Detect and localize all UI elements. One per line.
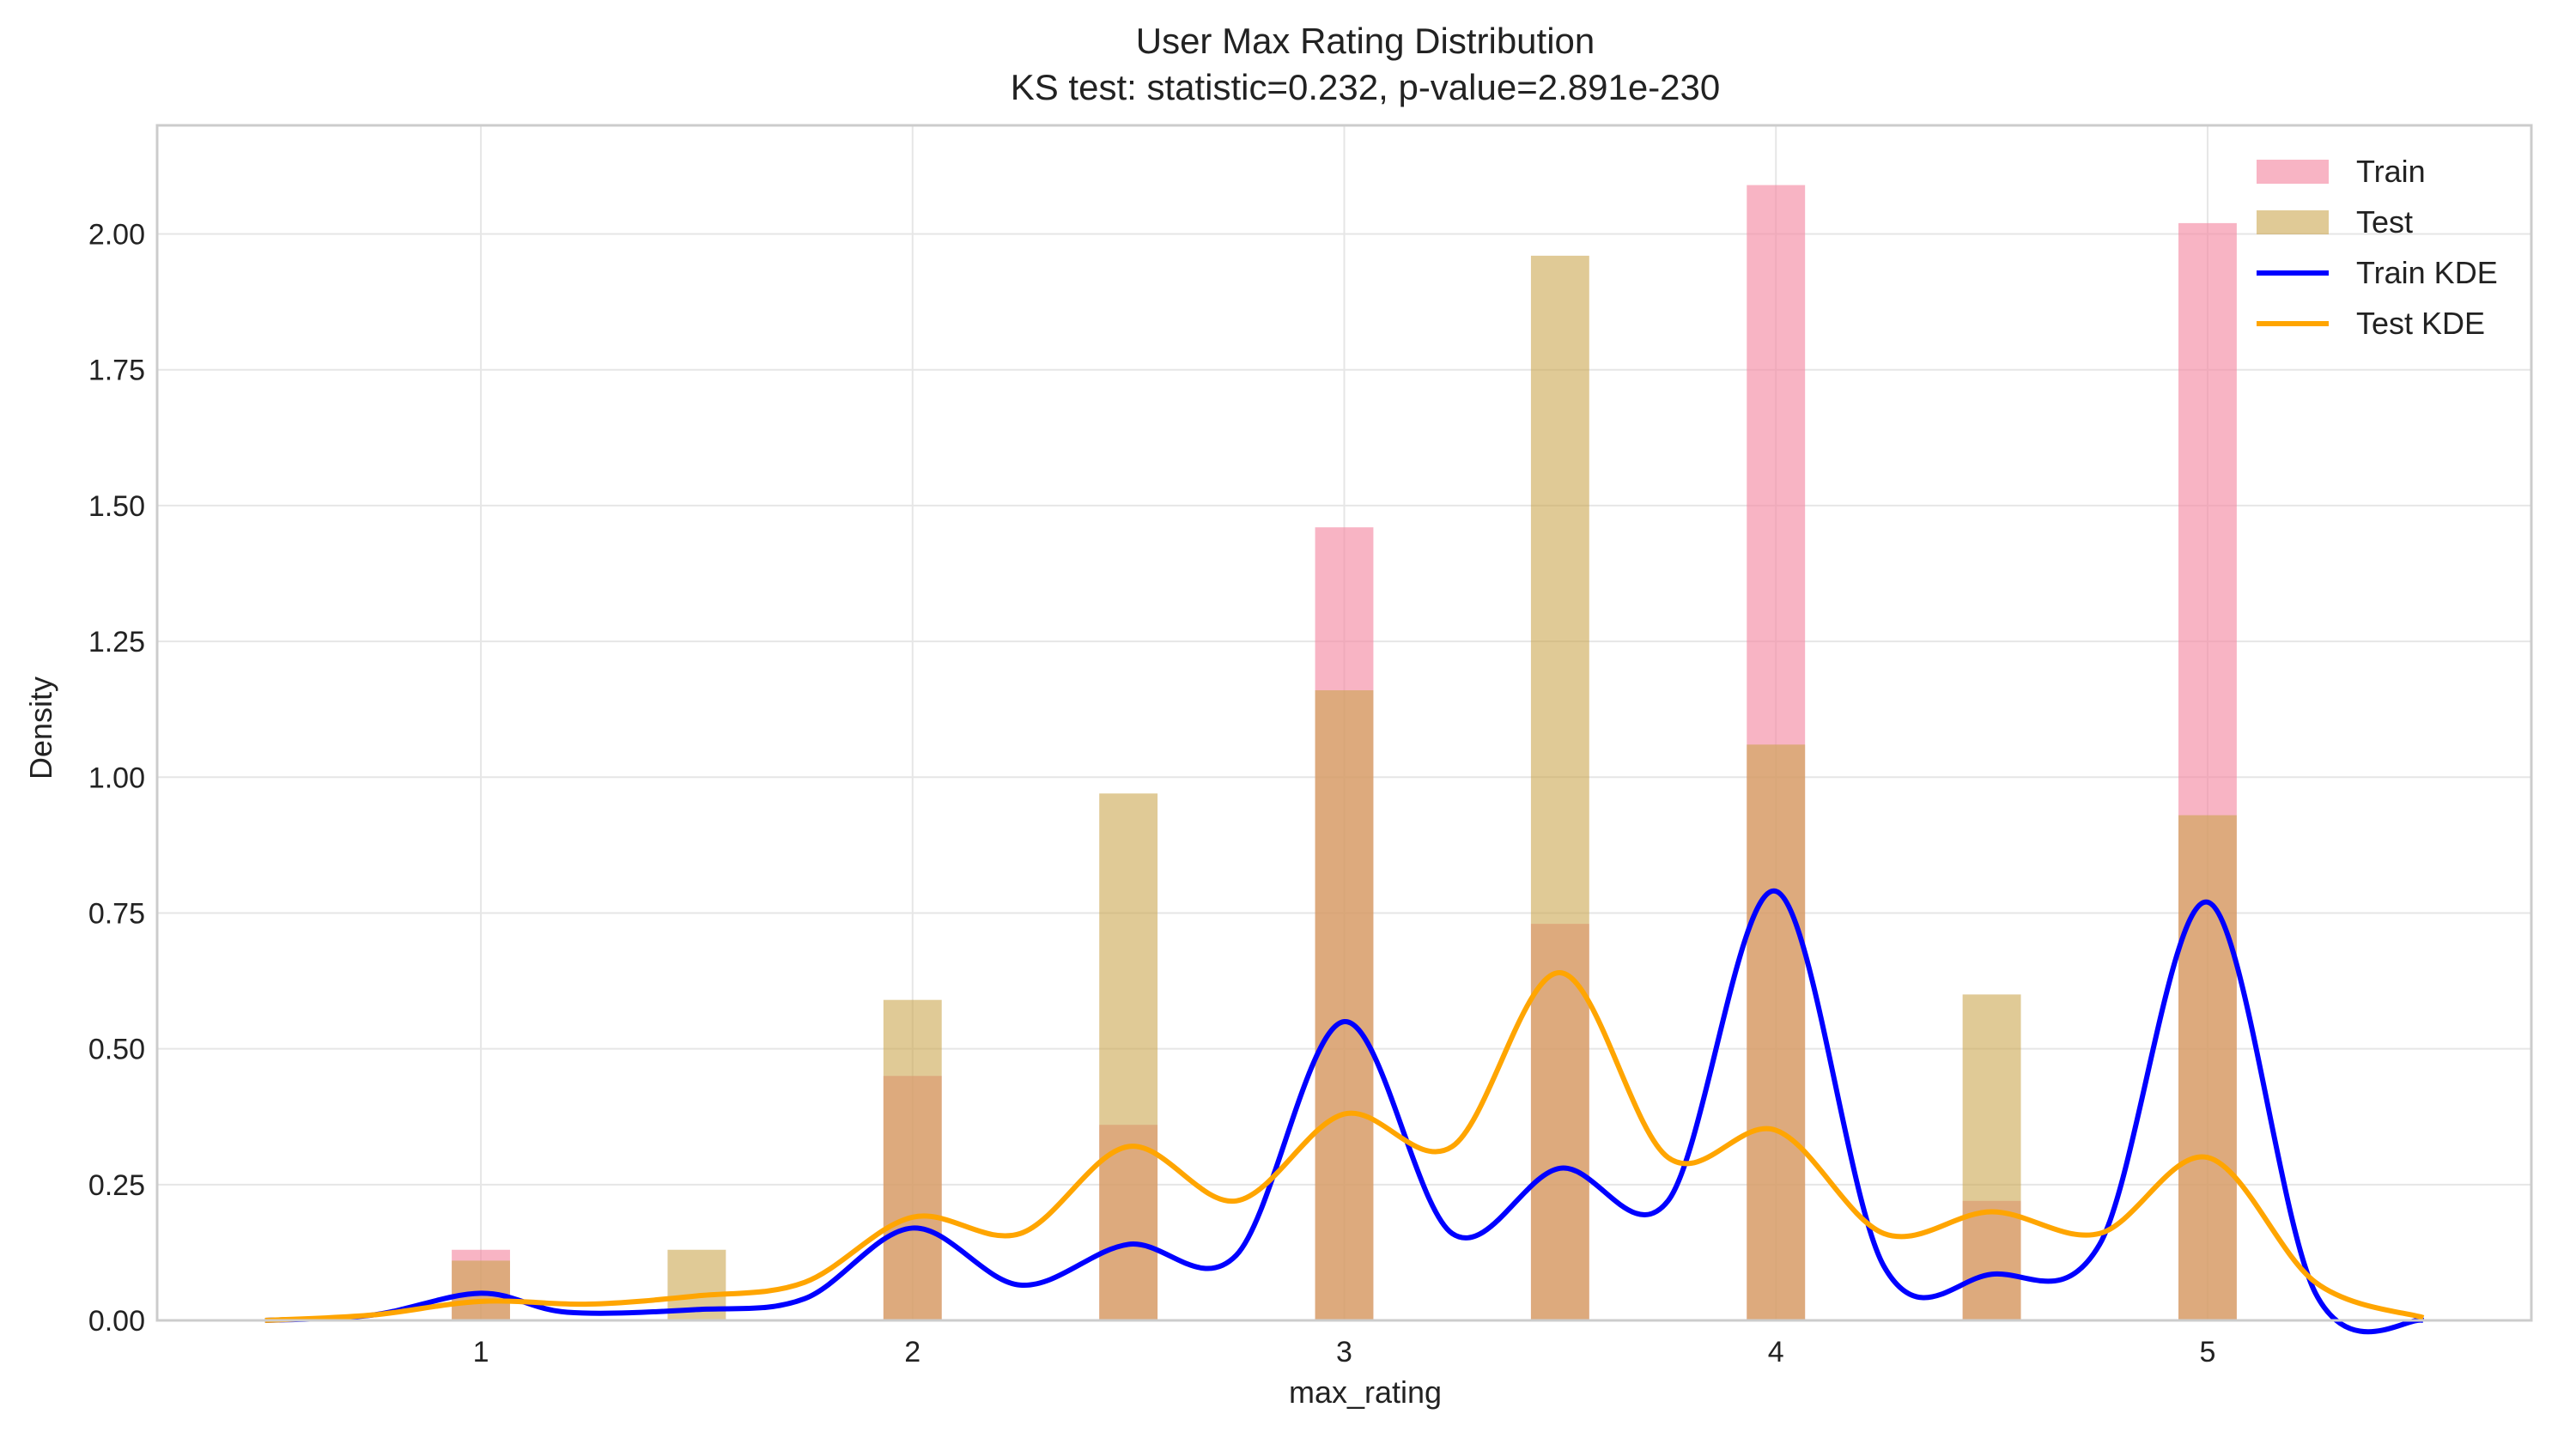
legend-label-train-kde: Train KDE bbox=[2356, 255, 2498, 290]
test-bar bbox=[1962, 994, 2021, 1320]
legend-swatch-train bbox=[2257, 160, 2329, 184]
test-bar bbox=[1530, 255, 1589, 1321]
chart-subtitle: KS test: statistic=0.232, p-value=2.891e… bbox=[1011, 67, 1721, 107]
test-bar bbox=[2178, 815, 2237, 1320]
test-bar bbox=[1315, 690, 1374, 1320]
test-bar bbox=[1099, 793, 1158, 1320]
legend-label-test-kde: Test KDE bbox=[2356, 306, 2485, 341]
legend-swatch-test bbox=[2257, 210, 2329, 234]
axis-ticks: 1 2 3 4 5 0.00 0.25 0.50 0.75 1.00 1.25 1.50 1.75 2.0… bbox=[88, 219, 2216, 1368]
test-bar bbox=[452, 1260, 510, 1320]
x-tick-label: 5 bbox=[2199, 1336, 2215, 1368]
legend-label-train: Train bbox=[2356, 154, 2426, 189]
test-kde-line bbox=[264, 970, 2425, 1323]
legend-label-test: Test bbox=[2356, 204, 2413, 240]
x-tick-label: 4 bbox=[1768, 1336, 1784, 1368]
kde-lines bbox=[264, 889, 2425, 1335]
y-tick-label: 1.00 bbox=[88, 762, 145, 794]
x-tick-label: 1 bbox=[473, 1336, 489, 1368]
y-tick-label: 0.50 bbox=[88, 1034, 145, 1066]
histogram-bars bbox=[452, 185, 2237, 1321]
test-bar bbox=[1747, 744, 1806, 1320]
y-tick-label: 1.50 bbox=[88, 490, 145, 523]
y-tick-label: 1.25 bbox=[88, 626, 145, 658]
y-tick-label: 1.75 bbox=[88, 355, 145, 387]
test-bar bbox=[883, 999, 942, 1320]
chart-title: User Max Rating Distribution bbox=[1136, 21, 1595, 61]
legend: Train Test Train KDE Test KDE bbox=[2257, 154, 2498, 341]
x-tick-label: 3 bbox=[1336, 1336, 1352, 1368]
y-tick-label: 0.75 bbox=[88, 897, 145, 930]
plot-frame bbox=[155, 124, 2533, 1322]
x-axis-label: max_rating bbox=[1289, 1374, 1442, 1410]
y-tick-label: 2.00 bbox=[88, 219, 145, 252]
y-axis-label: Density bbox=[23, 677, 58, 780]
x-tick-label: 2 bbox=[904, 1336, 920, 1368]
train-kde-line bbox=[264, 889, 2425, 1335]
y-tick-label: 0.00 bbox=[88, 1305, 145, 1338]
y-tick-label: 0.25 bbox=[88, 1169, 145, 1202]
